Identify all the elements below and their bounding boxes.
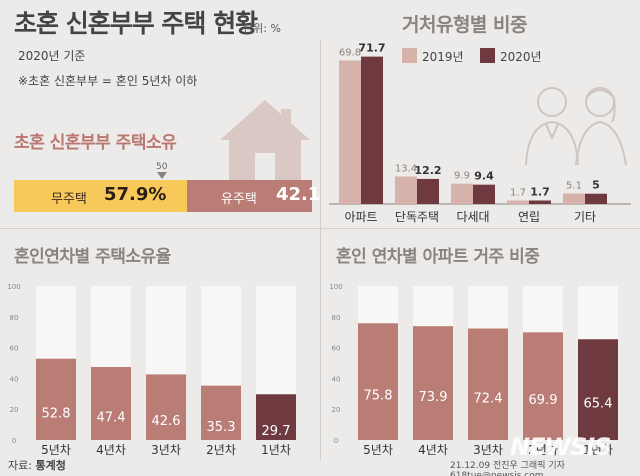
- data-label-2020: 1.7: [530, 186, 550, 199]
- y-tick-label: 80: [10, 314, 19, 322]
- data-label: 35.3: [207, 420, 236, 435]
- data-label-2020: 71.7: [358, 42, 385, 55]
- category-label: 단독주택: [395, 210, 439, 224]
- bar-2019: [451, 183, 473, 204]
- legend-2020-swatch: [480, 48, 495, 63]
- ownership-rate-title: 혼인연차별 주택소유율: [14, 247, 171, 267]
- data-label-2019: 1.7: [510, 188, 526, 199]
- has-house-label: 유주택: [221, 192, 257, 207]
- ownership-bar: 무주택 57.9% 유주택 42.1: [14, 180, 320, 212]
- source-label: 자료:: [8, 459, 32, 472]
- data-label: 75.8: [364, 389, 393, 404]
- data-bar: [36, 358, 76, 440]
- y-tick-label: 0: [12, 437, 16, 445]
- midpoint-arrow-icon: [157, 172, 167, 179]
- no-house-value: 57.9%: [104, 184, 167, 205]
- y-tick-label: 0: [334, 437, 338, 445]
- definition-note: ※초혼 신혼부부 = 혼인 5년차 이하: [18, 74, 198, 88]
- category-label: 3년차: [151, 443, 181, 456]
- category-label: 4년차: [418, 443, 448, 456]
- category-label: 기타: [574, 210, 596, 224]
- data-label-2020: 12.2: [414, 164, 441, 177]
- data-bar: [146, 374, 186, 440]
- y-tick-label: 100: [7, 283, 20, 291]
- data-label-2019: 5.1: [566, 181, 582, 192]
- y-tick-label: 40: [332, 375, 341, 383]
- data-bar: [523, 332, 563, 440]
- no-house-label: 무주택: [51, 192, 87, 207]
- y-tick-label: 60: [332, 345, 341, 353]
- category-label: 다세대: [456, 210, 489, 224]
- basis-label: 2020년 기준: [18, 49, 86, 63]
- source-org: 통계청: [35, 459, 66, 472]
- data-label-2020: 9.4: [474, 170, 494, 183]
- data-label: 65.4: [584, 397, 613, 412]
- couple-illustration: [525, 87, 627, 165]
- bar-2019: [339, 60, 361, 205]
- credit-line: 21.12.09 전진우 그래픽 기자 618tue@newsis.com: [450, 461, 565, 476]
- data-label-2020: 5: [592, 179, 600, 192]
- bar-2019: [507, 200, 529, 204]
- midpoint-label: 50: [156, 162, 168, 172]
- newsis-logo: NEWSIS: [510, 433, 611, 461]
- legend-2020-label: 2020년: [500, 50, 542, 64]
- category-label: 4년차: [96, 443, 126, 456]
- house-icon: [220, 100, 310, 187]
- category-label: 아파트: [344, 210, 377, 224]
- bar-2020: [361, 56, 383, 204]
- unit-label: 단위: %: [243, 22, 281, 35]
- legend-2019-swatch: [402, 48, 417, 63]
- apartment-share-title: 혼인 연차별 아파트 거주 비중: [336, 247, 540, 267]
- data-label-2019: 69.8: [339, 48, 361, 59]
- category-label: 1년차: [583, 443, 613, 456]
- page-title: 초혼 신혼부부 주택 현황: [14, 9, 258, 38]
- bar-2020: [585, 193, 607, 204]
- apartment-share-chart: 0 20 40 60 80 100 75.8 5년차 73.9 4년차 72.4 3년차 69.9 2년차…: [329, 283, 618, 456]
- data-label: 42.6: [152, 414, 181, 429]
- source-line: 자료: 통계청: [8, 457, 66, 473]
- y-tick-label: 20: [10, 406, 19, 414]
- no-house-segment: [14, 180, 187, 212]
- data-bar: [413, 326, 453, 440]
- bar-2019: [563, 193, 585, 204]
- category-label: 1년차: [261, 443, 291, 456]
- data-bar: [468, 328, 508, 440]
- ownership-title: 초혼 신혼부부 주택소유: [14, 133, 177, 153]
- data-label: 69.9: [529, 393, 558, 408]
- category-label: 3년차: [473, 443, 503, 456]
- data-label: 52.8: [42, 406, 71, 421]
- data-label: 47.4: [97, 411, 126, 426]
- bar-2020: [473, 184, 495, 204]
- bar-2020: [529, 200, 551, 204]
- housing-type-title: 거처유형별 비중: [402, 14, 527, 36]
- y-tick-label: 40: [10, 375, 19, 383]
- category-label: 5년차: [41, 443, 71, 456]
- vertical-divider: [320, 40, 321, 460]
- bar-2020: [417, 178, 439, 204]
- y-tick-label: 60: [10, 345, 19, 353]
- data-bar: [91, 367, 131, 440]
- category-label: 2년차: [206, 443, 236, 456]
- y-tick-label: 80: [332, 314, 341, 322]
- data-bar: [256, 394, 296, 440]
- category-label: 2년차: [528, 443, 558, 456]
- data-label: 72.4: [474, 391, 503, 406]
- bar-2019: [395, 176, 417, 204]
- legend-2019-label: 2019년: [422, 50, 464, 64]
- data-bar: [578, 339, 618, 440]
- ownership-rate-chart: 0 20 40 60 80 100 52.8 5년차 47.4 4년차 42.6 3년차 35.3 2년차…: [7, 283, 296, 456]
- data-label-2019: 13.4: [395, 163, 417, 174]
- has-house-value: 42.1: [276, 184, 321, 205]
- data-bar: [201, 385, 241, 440]
- y-tick-label: 20: [332, 406, 341, 414]
- horizontal-divider: [0, 228, 640, 229]
- data-label-2019: 9.9: [454, 171, 470, 182]
- data-label: 73.9: [419, 390, 448, 405]
- category-label: 5년차: [363, 443, 393, 456]
- category-label: 연립: [518, 210, 540, 224]
- y-tick-label: 100: [329, 283, 342, 291]
- housing-type-chart: 69.871.7 아파트 13.412.2 단독주택 9.9 9.4 다세대 1.7 1.7 연립…: [329, 42, 631, 224]
- data-label: 29.7: [262, 424, 291, 439]
- data-bar: [358, 323, 398, 440]
